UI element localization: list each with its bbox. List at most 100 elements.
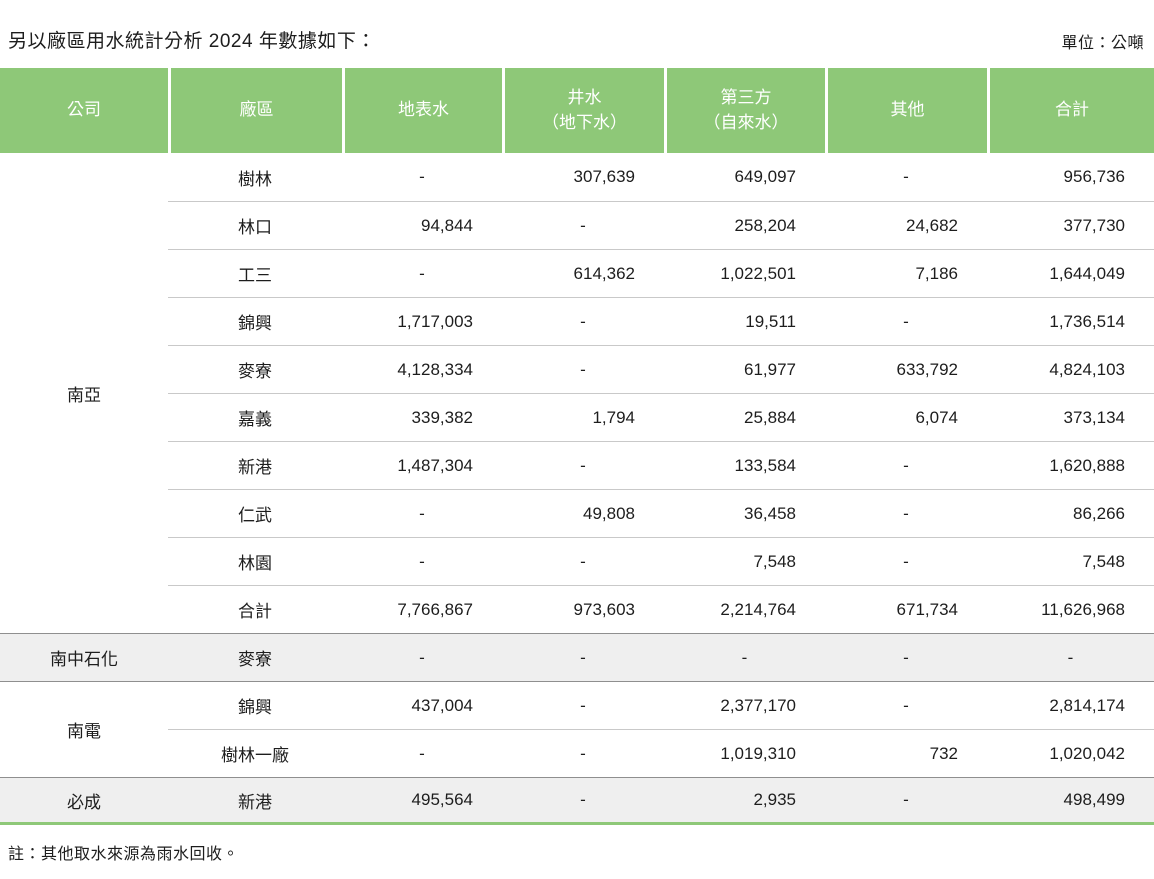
table-row: 工三 -614,362 1,022,501 7,186 1,644,049 xyxy=(0,249,1154,297)
table-body: 南亞 樹林 -307,639 649,097-956,736 林口 94,844-258,… xyxy=(0,153,1154,825)
column-header: 井水 （地下水） xyxy=(502,68,664,153)
plant-cell: 錦興 xyxy=(168,297,342,345)
table-row: 林口 94,844-258,204 24,682 377,730 xyxy=(0,201,1154,249)
table-row: 南電 錦興 437,004-2,377,170-2,814,174 xyxy=(0,681,1154,777)
table-row: 必成 新港 495,564-2,935-498,499 xyxy=(0,777,1154,825)
value-cell: 7,766,867 xyxy=(342,585,502,633)
table-row: 錦興 1,717,003-19,511-1,736,514 xyxy=(0,297,1154,345)
value-cell: 6,074 xyxy=(825,393,987,441)
value-cell: - xyxy=(342,729,502,777)
value-cell: - xyxy=(825,153,987,201)
value-cell: - xyxy=(825,297,987,345)
value-cell: 7,186 xyxy=(825,249,987,297)
value-cell: 1,717,003 xyxy=(342,297,502,345)
value-cell: - xyxy=(664,633,825,681)
value-cell: 19,511 xyxy=(664,297,825,345)
value-cell: - xyxy=(342,489,502,537)
table-row: 仁武 -49,808 36,458-86,266 xyxy=(0,489,1154,537)
value-cell: 495,564 xyxy=(342,777,502,825)
value-cell: 2,214,764 xyxy=(664,585,825,633)
value-cell: - xyxy=(502,537,664,585)
value-cell: 2,814,174 xyxy=(987,681,1154,729)
value-cell: - xyxy=(502,681,664,729)
table-row: 林園 - -7,548-7,548 xyxy=(0,537,1154,585)
value-cell: 258,204 xyxy=(664,201,825,249)
column-header: 廠區 xyxy=(168,68,342,153)
value-cell: 11,626,968 xyxy=(987,585,1154,633)
value-cell: - xyxy=(825,777,987,825)
plant-cell: 新港 xyxy=(168,777,342,825)
value-cell: - xyxy=(502,201,664,249)
value-cell: - xyxy=(825,489,987,537)
plant-cell: 麥寮 xyxy=(168,345,342,393)
value-cell: 61,977 xyxy=(664,345,825,393)
value-cell: 49,808 xyxy=(502,489,664,537)
plant-cell: 仁武 xyxy=(168,489,342,537)
page-header: 另以廠區用水統計分析 2024 年數據如下： 單位：公噸 xyxy=(0,0,1154,68)
table-row: 合計 7,766,867 973,603 2,214,764 671,734 11,626… xyxy=(0,585,1154,633)
water-usage-table: 公司 廠區 地表水 井水 （地下水） 第三方 （自來水） 其他 合計 南亞 樹林 -307,63… xyxy=(0,68,1154,825)
value-cell: - xyxy=(987,633,1154,681)
value-cell: 4,824,103 xyxy=(987,345,1154,393)
value-cell: 307,639 xyxy=(502,153,664,201)
value-cell: 1,620,888 xyxy=(987,441,1154,489)
footnote: 註：其他取水來源為雨水回收。 xyxy=(8,846,240,863)
plant-cell: 林口 xyxy=(168,201,342,249)
value-cell: - xyxy=(502,777,664,825)
value-cell: 633,792 xyxy=(825,345,987,393)
value-cell: - xyxy=(342,633,502,681)
value-cell: 24,682 xyxy=(825,201,987,249)
value-cell: 25,884 xyxy=(664,393,825,441)
plant-cell: 麥寮 xyxy=(168,633,342,681)
value-cell: 1,022,501 xyxy=(664,249,825,297)
value-cell: 133,584 xyxy=(664,441,825,489)
value-cell: 2,935 xyxy=(664,777,825,825)
company-cell: 南亞 xyxy=(0,153,168,633)
value-cell: 956,736 xyxy=(987,153,1154,201)
company-cell: 南中石化 xyxy=(0,633,168,681)
value-cell: 1,644,049 xyxy=(987,249,1154,297)
company-cell: 必成 xyxy=(0,777,168,825)
value-cell: - xyxy=(342,153,502,201)
value-cell: 86,266 xyxy=(987,489,1154,537)
value-cell: 94,844 xyxy=(342,201,502,249)
table-row: 南中石化 麥寮 - - - - - xyxy=(0,633,1154,681)
table-row: 麥寮 4,128,334-61,977 633,792 4,824,103 xyxy=(0,345,1154,393)
plant-cell: 林園 xyxy=(168,537,342,585)
table-row: 樹林一廠 - -1,019,310 732 1,020,042 xyxy=(0,729,1154,777)
column-header: 合計 xyxy=(987,68,1154,153)
value-cell: - xyxy=(502,297,664,345)
value-cell: 614,362 xyxy=(502,249,664,297)
value-cell: - xyxy=(502,345,664,393)
column-header: 其他 xyxy=(825,68,987,153)
value-cell: 437,004 xyxy=(342,681,502,729)
plant-cell: 樹林一廠 xyxy=(168,729,342,777)
value-cell: 339,382 xyxy=(342,393,502,441)
plant-cell: 嘉義 xyxy=(168,393,342,441)
value-cell: 1,487,304 xyxy=(342,441,502,489)
value-cell: - xyxy=(825,441,987,489)
value-cell: - xyxy=(825,681,987,729)
column-header: 第三方 （自來水） xyxy=(664,68,825,153)
column-header: 公司 xyxy=(0,68,168,153)
value-cell: - xyxy=(825,633,987,681)
value-cell: 649,097 xyxy=(664,153,825,201)
value-cell: 498,499 xyxy=(987,777,1154,825)
table-row: 南亞 樹林 -307,639 649,097-956,736 xyxy=(0,153,1154,633)
value-cell: 1,020,042 xyxy=(987,729,1154,777)
plant-cell: 樹林 xyxy=(168,153,342,201)
value-cell: 973,603 xyxy=(502,585,664,633)
value-cell: - xyxy=(342,537,502,585)
column-header: 地表水 xyxy=(342,68,502,153)
value-cell: - xyxy=(342,249,502,297)
table-header-row: 公司 廠區 地表水 井水 （地下水） 第三方 （自來水） 其他 合計 xyxy=(0,68,1154,153)
value-cell: - xyxy=(502,729,664,777)
unit-label: 單位：公噸 xyxy=(1061,35,1144,52)
value-cell: 4,128,334 xyxy=(342,345,502,393)
value-cell: 373,134 xyxy=(987,393,1154,441)
value-cell: 1,019,310 xyxy=(664,729,825,777)
plant-cell: 合計 xyxy=(168,585,342,633)
table-row: 嘉義 339,382 1,794 25,884 6,074 373,134 xyxy=(0,393,1154,441)
value-cell: 2,377,170 xyxy=(664,681,825,729)
value-cell: 671,734 xyxy=(825,585,987,633)
